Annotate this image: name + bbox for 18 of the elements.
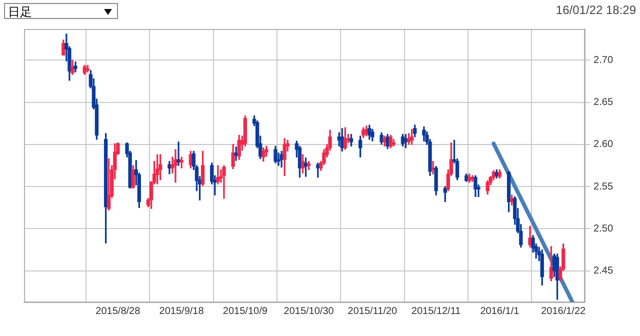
candlestick [174, 149, 178, 183]
y-tick-label: 2.70 [594, 54, 614, 66]
x-tick-label: 2015/8/28 [96, 306, 141, 317]
y-tick-label: 2.65 [594, 97, 614, 108]
x-tick-label: 2015/10/9 [222, 306, 268, 317]
text: 16/01/22 18:29 [556, 3, 636, 17]
y-tick-label: 2.50 [594, 223, 614, 234]
x-tick-label: 2015/12/11 [411, 306, 462, 317]
x-tick-label: 2015/10/30 [284, 306, 334, 317]
x-tick-label: 2015/11/20 [348, 306, 398, 317]
y-tick-label: 2.55 [594, 181, 614, 192]
x-tick-label: 2015/9/18 [159, 306, 204, 317]
x-tick-label: 2016/1/1 [480, 306, 520, 317]
y-tick-label: 2.45 [594, 266, 614, 277]
x-tick-label: 2016/1/22 [541, 306, 586, 317]
candlestick [180, 156, 184, 168]
dropdown-field: 日足 [4, 3, 118, 19]
y-tick-label: 2.60 [594, 139, 614, 150]
